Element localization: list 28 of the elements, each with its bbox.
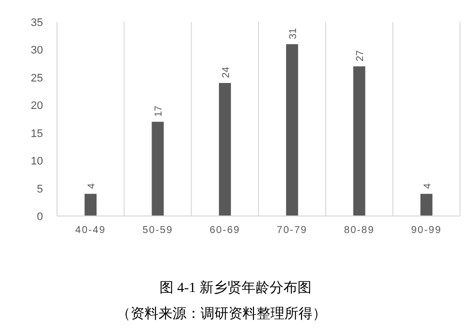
text: 图 4-1 新乡贤年龄分布图 xyxy=(160,280,312,296)
x-tick-label: 90-99 xyxy=(411,225,442,236)
data-label: 24 xyxy=(220,66,232,78)
y-tick-label: 5 xyxy=(36,183,43,196)
bar xyxy=(286,44,298,216)
y-tick-label: 0 xyxy=(36,211,43,223)
y-tick-label: 35 xyxy=(30,17,43,29)
data-label: 31 xyxy=(288,28,300,40)
y-tick-label: 20 xyxy=(30,100,43,112)
x-tick-label: 80-89 xyxy=(344,225,375,236)
text: （资料来源：调研资料整理所得） xyxy=(116,306,326,322)
y-tick-label: 15 xyxy=(30,128,43,140)
bar xyxy=(353,66,366,216)
data-label: 17 xyxy=(154,105,165,117)
bar xyxy=(152,122,164,216)
bar xyxy=(420,194,432,216)
x-tick-label: 50-59 xyxy=(142,225,174,236)
y-tick-label: 10 xyxy=(30,156,43,168)
data-label: 4 xyxy=(86,182,98,189)
x-tick-label: 70-79 xyxy=(276,225,308,236)
y-tick-label: 25 xyxy=(30,72,43,84)
bar xyxy=(218,82,231,216)
bar xyxy=(84,194,97,216)
x-tick-label: 40-49 xyxy=(75,225,106,236)
data-label: 27 xyxy=(355,50,366,62)
data-label: 4 xyxy=(422,182,434,189)
y-tick-label: 30 xyxy=(30,44,43,57)
x-tick-label: 60-69 xyxy=(210,225,240,236)
